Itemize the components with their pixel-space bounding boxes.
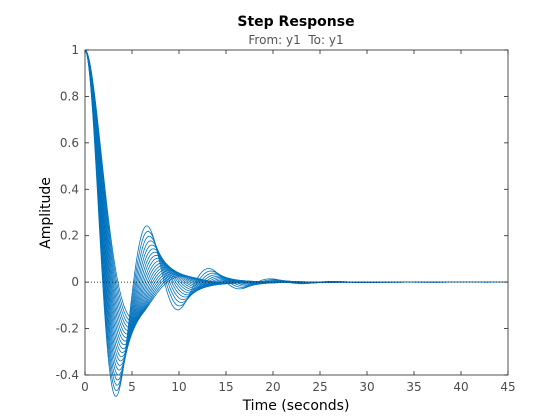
x-axis-ticks: 0 5 10 15 20 25 30 35 40 45 [81, 50, 516, 394]
x-tick-label: 5 [128, 380, 136, 394]
x-tick-label: 35 [406, 380, 421, 394]
x-tick-label: 0 [81, 380, 89, 394]
x-tick-label: 40 [453, 380, 468, 394]
x-tick-label: 20 [265, 380, 280, 394]
y-tick-label: -0.2 [56, 322, 79, 336]
series-group [84, 49, 508, 397]
x-tick-label: 45 [500, 380, 515, 394]
chart-subtitle: From: y1 To: y1 [248, 33, 343, 47]
x-tick-label: 25 [312, 380, 327, 394]
y-tick-label: 1 [71, 43, 79, 57]
y-tick-label: 0.8 [60, 89, 79, 103]
y-tick-label: 0 [71, 275, 79, 289]
x-tick-label: 10 [171, 380, 186, 394]
y-tick-label: -0.4 [56, 368, 79, 382]
x-tick-label: 15 [218, 380, 233, 394]
chart-title: Step Response [237, 14, 354, 30]
x-axis-label: Time (seconds) [242, 398, 350, 414]
y-tick-label: 0.4 [60, 182, 79, 196]
plot-area: 0 5 10 15 20 25 30 35 40 45 -0.4 -0.2 0 0.2 0.4 0.6 0.8… [56, 43, 516, 397]
axes-box [84, 49, 509, 376]
x-tick-label: 30 [359, 380, 374, 394]
y-tick-label: 0.6 [60, 136, 79, 150]
series-line-20 [84, 49, 508, 320]
y-tick-label: 0.2 [60, 229, 79, 243]
y-axis-ticks: -0.4 -0.2 0 0.2 0.4 0.6 0.8 1 [56, 43, 508, 382]
y-axis-label: Amplitude [38, 177, 54, 249]
